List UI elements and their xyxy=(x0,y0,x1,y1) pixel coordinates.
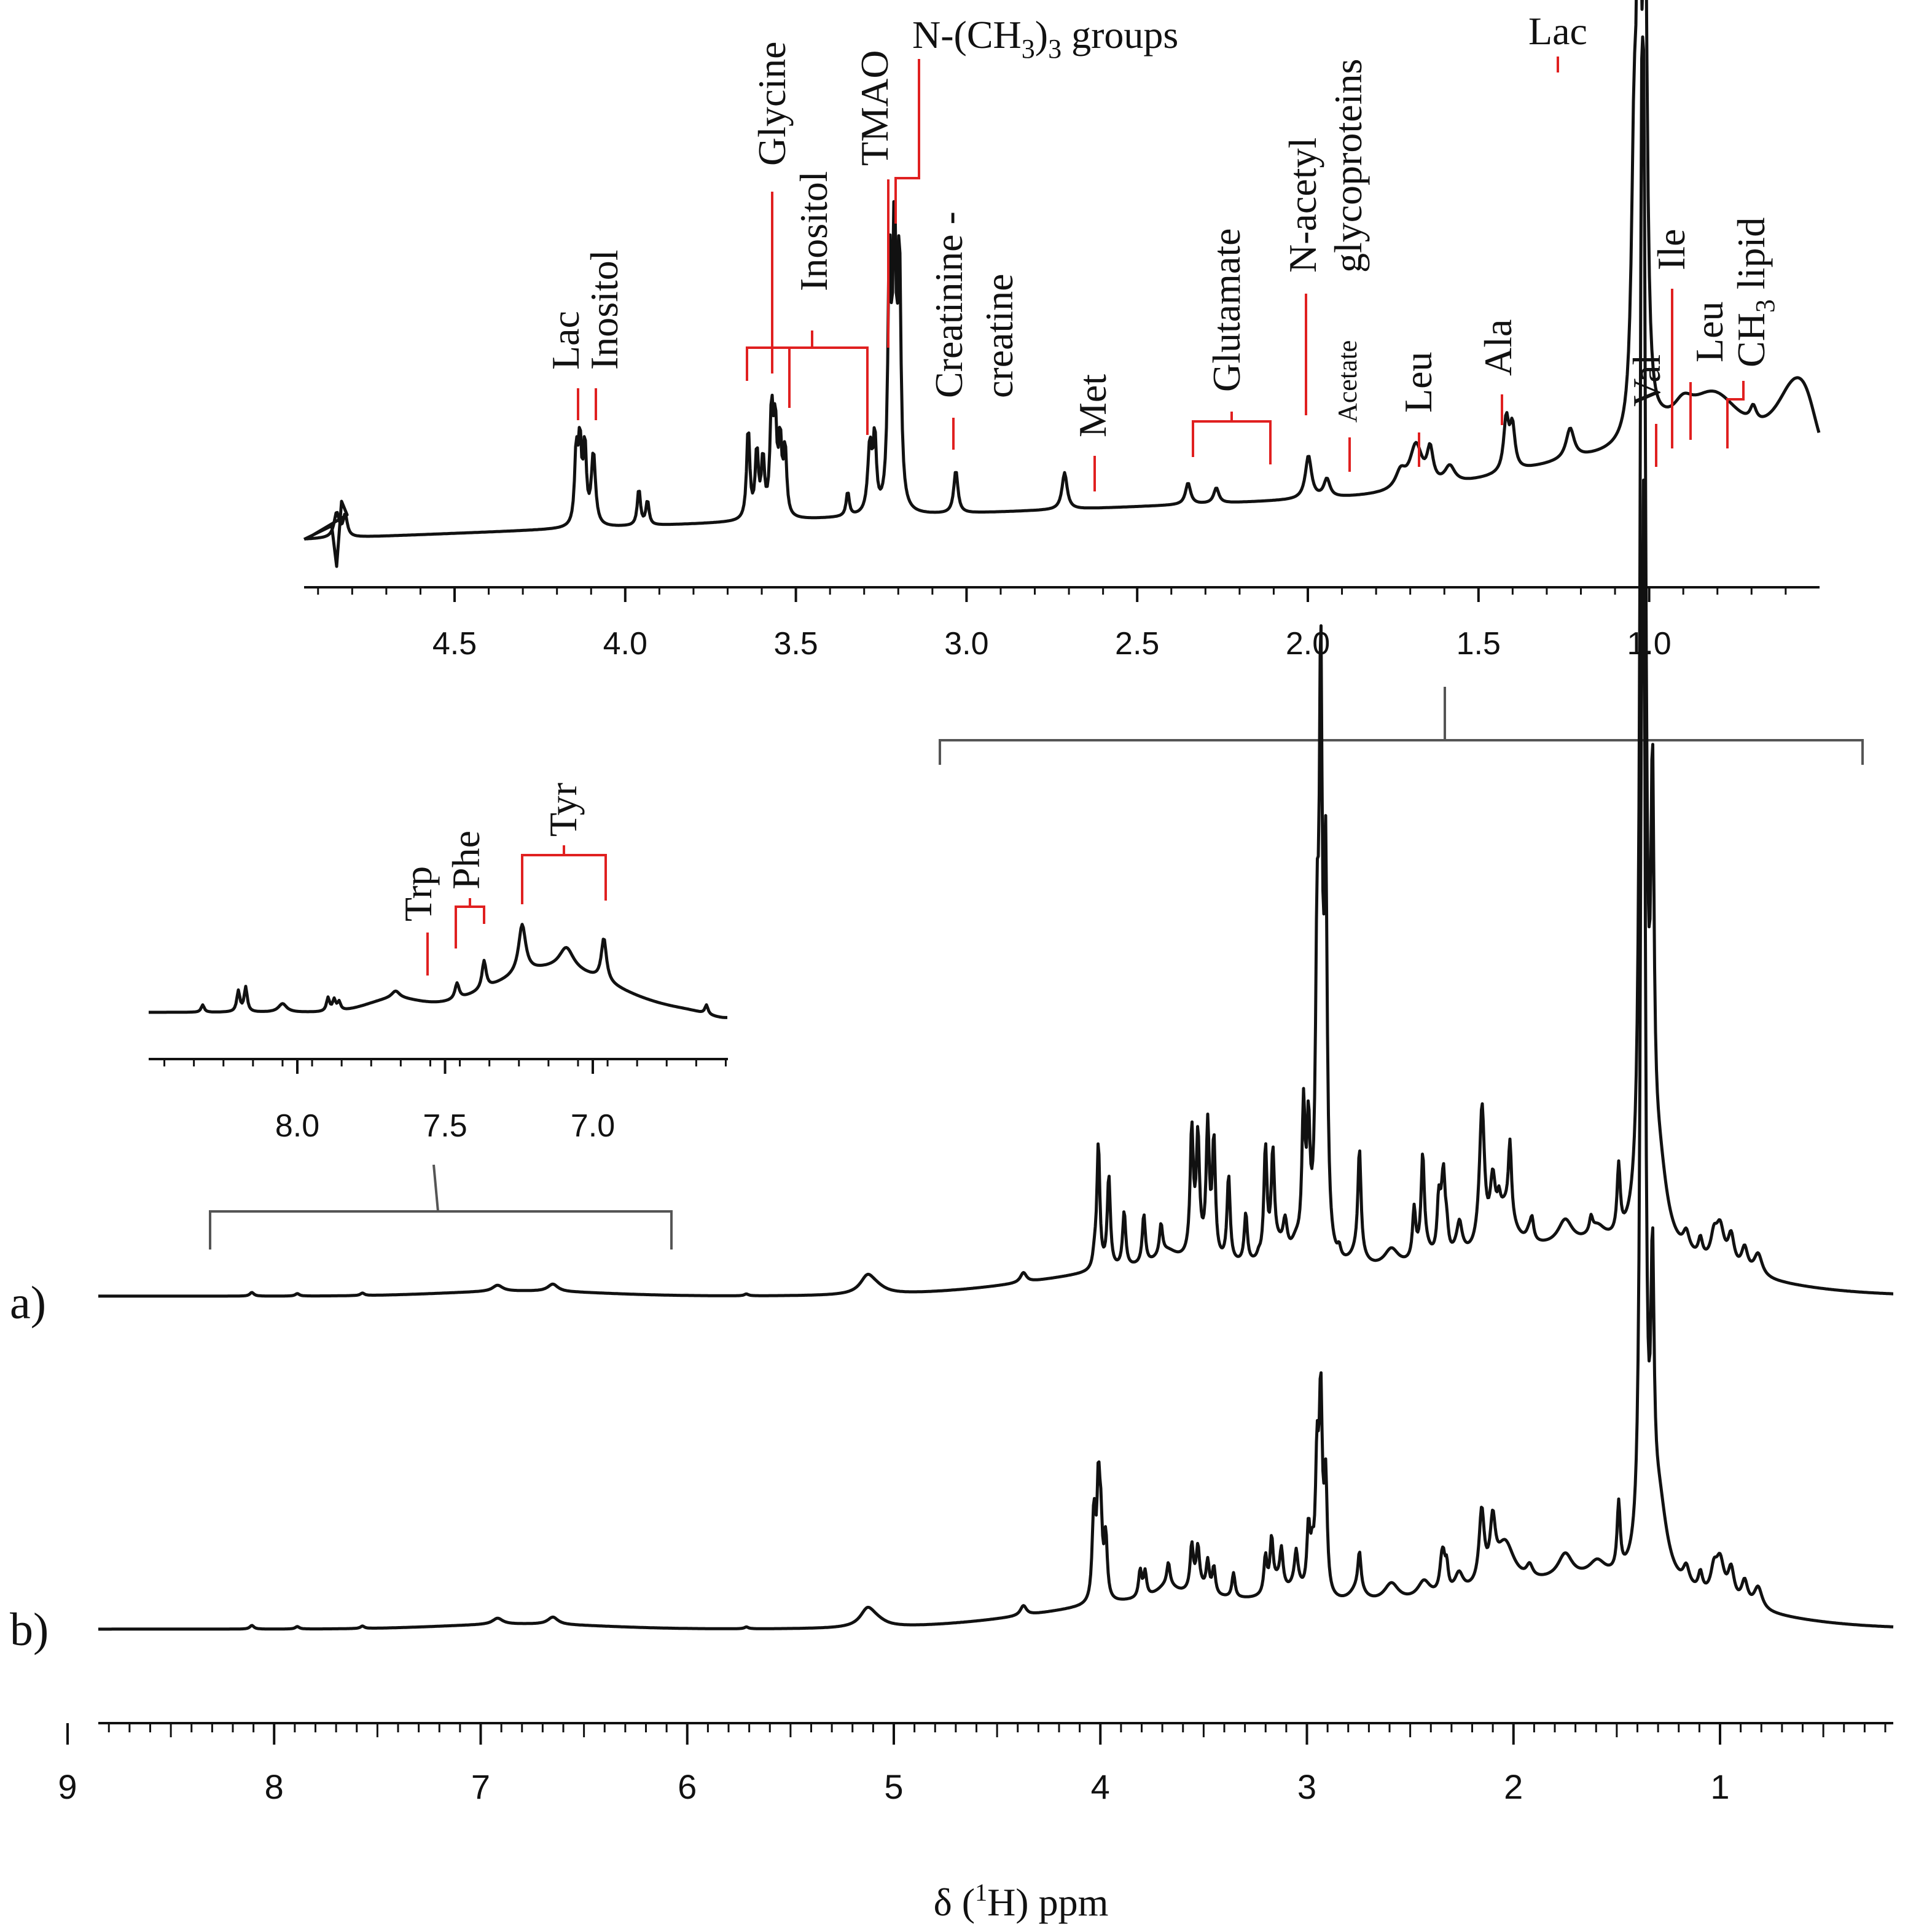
aliphatic-tick-label: 4.5 xyxy=(432,626,477,662)
label-glycine: Glycine xyxy=(750,41,794,166)
bracket-tyr xyxy=(521,854,607,904)
main-tick-label: 9 xyxy=(58,1767,77,1806)
bracket-glutamate xyxy=(1192,420,1272,464)
aliphatic-spectrum-trace xyxy=(303,0,1821,568)
spectrum-trace-a xyxy=(98,35,1894,1298)
label-creatinine-line1: Creatinine - xyxy=(927,211,971,398)
label-leu-1.72: Leu xyxy=(1396,352,1440,413)
label-phe: Phe xyxy=(444,831,488,890)
label-creatinine-line2: creatine xyxy=(977,274,1021,399)
aliphatic-tick-label: 1.5 xyxy=(1457,626,1501,662)
label-inositol-3.45: Inositol xyxy=(792,171,835,291)
label-acetate: Acetate xyxy=(1332,340,1363,423)
label-tmao: TMAO xyxy=(853,50,896,166)
label-n-ch3-groups: N-(CH3)3 groups xyxy=(912,13,1178,64)
aliphatic-tick-label: 3.0 xyxy=(944,626,988,662)
bracket-phe xyxy=(455,905,485,948)
aromatic-zoom-bracket xyxy=(209,1164,673,1250)
main-tick-label: 7 xyxy=(471,1767,490,1806)
series-label-b: b) xyxy=(10,1604,49,1656)
x-axis-title: δ (1H) ppm xyxy=(934,1879,1109,1924)
aliphatic-tick-label: 4.0 xyxy=(603,626,647,662)
label-lac-4.11: Lac xyxy=(544,311,587,370)
main-tick-label: 4 xyxy=(1091,1767,1110,1806)
label-leu-0.96: Leu xyxy=(1687,302,1731,363)
main-x-ticks: 9 8 7 6 5 4 3 2 1 xyxy=(58,1723,1887,1806)
main-tick-label: 2 xyxy=(1504,1767,1523,1806)
label-glutamate: Glutamate xyxy=(1205,228,1248,392)
aromatic-spectrum-trace xyxy=(148,923,728,1019)
label-ile: Ile xyxy=(1649,229,1693,271)
aromatic-tick-label: 7.0 xyxy=(571,1108,615,1144)
main-tick-label: 8 xyxy=(265,1767,284,1806)
bracket-n-ch3 xyxy=(894,59,920,224)
series-label-a: a) xyxy=(10,1277,46,1329)
aliphatic-inset: 4.5 4.0 3.5 3.0 2.5 2.0 1.5 1.0 LacInositolGlyc… xyxy=(303,0,1821,662)
label-tyr: Tyr xyxy=(541,783,585,837)
aliphatic-tick-label: 2.5 xyxy=(1115,626,1159,662)
aromatic-x-ticks: 8.0 7.5 7.0 xyxy=(163,1059,727,1144)
label-ala: Ala xyxy=(1476,319,1520,376)
label-n-acetyl-line2: glycoproteins xyxy=(1326,59,1370,273)
main-tick-label: 1 xyxy=(1710,1767,1729,1806)
bracket-inositol-3.45 xyxy=(746,346,869,435)
label-ch3-lipid: CH3 lipid xyxy=(1729,217,1780,367)
label-lac-1.33: Lac xyxy=(1528,9,1587,53)
main-tick-label: 5 xyxy=(884,1767,903,1806)
aliphatic-tick-label: 2.0 xyxy=(1286,626,1330,662)
aliphatic-tick-label: 3.5 xyxy=(773,626,818,662)
aromatic-tick-label: 7.5 xyxy=(423,1108,467,1144)
label-n-acetyl-line1: N-acetyl xyxy=(1281,138,1324,273)
aliphatic-x-ticks: 4.5 4.0 3.5 3.0 2.5 2.0 1.5 1.0 xyxy=(317,587,1787,662)
main-tick-label: 3 xyxy=(1297,1767,1316,1806)
label-trp: Trp xyxy=(396,866,440,921)
bracket-ch3-lipid xyxy=(1726,381,1745,448)
aliphatic-zoom-bracket xyxy=(939,687,1864,765)
spectrum-trace-b xyxy=(98,479,1894,1631)
aromatic-tick-label: 8.0 xyxy=(275,1108,319,1144)
label-inositol-4.06: Inositol xyxy=(582,249,626,370)
label-met: Met xyxy=(1071,374,1114,437)
aliphatic-tick-label: 1.0 xyxy=(1627,626,1671,662)
main-tick-label: 6 xyxy=(678,1767,697,1806)
